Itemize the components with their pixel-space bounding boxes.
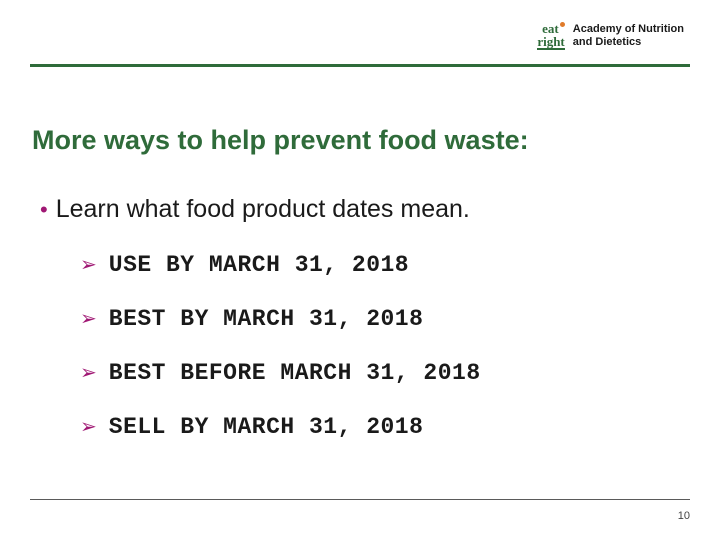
- logo-line2: and Dietetics: [573, 36, 684, 49]
- list-item: ➢ SELL BY MARCH 31, 2018: [80, 414, 481, 440]
- list-item-text: USE BY MARCH 31, 2018: [109, 252, 409, 278]
- page-number: 10: [678, 510, 690, 522]
- top-divider: [30, 64, 690, 67]
- logo-dot-icon: [560, 22, 565, 27]
- subtitle: Learn what food product dates mean.: [56, 195, 470, 224]
- subtitle-row: • Learn what food product dates mean.: [40, 195, 470, 224]
- logo-right: right: [537, 36, 564, 50]
- date-list: ➢ USE BY MARCH 31, 2018 ➢ BEST BY MARCH …: [80, 252, 481, 440]
- list-item-text: SELL BY MARCH 31, 2018: [109, 414, 424, 440]
- arrow-icon: ➢: [80, 309, 97, 329]
- list-item: ➢ USE BY MARCH 31, 2018: [80, 252, 481, 278]
- list-item-text: BEST BY MARCH 31, 2018: [109, 306, 424, 332]
- slide-title: More ways to help prevent food waste:: [32, 125, 529, 156]
- logo-line1: Academy of Nutrition: [573, 23, 684, 36]
- list-item-text: BEST BEFORE MARCH 31, 2018: [109, 360, 481, 386]
- list-item: ➢ BEST BEFORE MARCH 31, 2018: [80, 360, 481, 386]
- logo: eat right Academy of Nutrition and Diete…: [537, 22, 684, 50]
- slide: eat right Academy of Nutrition and Diete…: [0, 0, 720, 540]
- logo-text: Academy of Nutrition and Dietetics: [573, 23, 684, 48]
- bottom-divider: [30, 499, 690, 500]
- bullet-icon: •: [40, 199, 48, 221]
- arrow-icon: ➢: [80, 417, 97, 437]
- arrow-icon: ➢: [80, 255, 97, 275]
- arrow-icon: ➢: [80, 363, 97, 383]
- list-item: ➢ BEST BY MARCH 31, 2018: [80, 306, 481, 332]
- logo-mark: eat right: [537, 22, 564, 50]
